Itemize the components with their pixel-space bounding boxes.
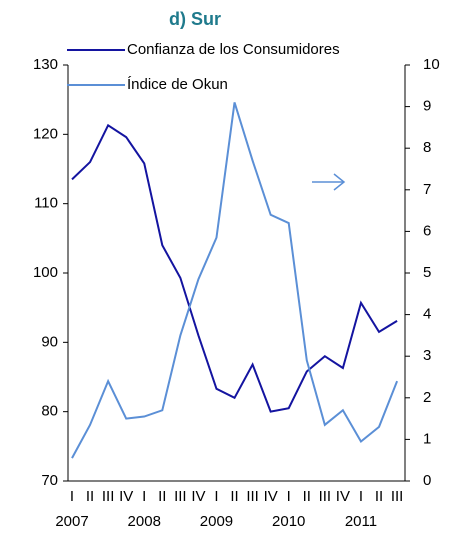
x-tick-label: II — [86, 488, 94, 505]
legend-label: Confianza de los Consumidores — [127, 41, 340, 58]
x-tick-label: III — [391, 488, 404, 505]
x-tick-label: I — [142, 488, 146, 505]
y2-tick-label: 7 — [423, 181, 431, 198]
x-group-label: 2007 — [55, 513, 88, 530]
x-tick-label: III — [319, 488, 332, 505]
x-group-label: 2008 — [128, 513, 161, 530]
x-tick-label: I — [287, 488, 291, 505]
x-tick-label: II — [303, 488, 311, 505]
y2-tick-label: 8 — [423, 139, 431, 156]
y2-tick-label: 9 — [423, 98, 431, 115]
y-tick-label: 100 — [33, 264, 58, 281]
x-tick-label: I — [214, 488, 218, 505]
y2-tick-label: 3 — [423, 347, 431, 364]
chart-title: d) Sur — [169, 9, 221, 29]
y-tick-label: 70 — [41, 472, 58, 489]
y-tick-label: 110 — [34, 195, 58, 212]
y2-tick-label: 0 — [423, 472, 431, 489]
series-line — [71, 102, 399, 459]
series-line — [71, 123, 398, 413]
y2-tick-label: 2 — [423, 389, 431, 406]
x-tick-label: IV — [264, 488, 278, 505]
x-tick-label: II — [158, 488, 166, 505]
x-tick-label: III — [102, 488, 115, 505]
x-group-label: 2011 — [345, 513, 377, 530]
y2-tick-label: 1 — [423, 430, 431, 447]
y2-tick-label: 10 — [423, 56, 440, 73]
legend-label: Índice de Okun — [127, 76, 228, 93]
annotation-arrow — [312, 173, 346, 191]
y2-tick-label: 5 — [423, 264, 431, 281]
x-tick-label: II — [375, 488, 383, 505]
x-tick-label: III — [246, 488, 259, 505]
y-tick-label: 90 — [41, 333, 58, 350]
x-tick-label: IV — [336, 488, 350, 505]
x-tick-label: I — [70, 488, 74, 505]
y2-tick-label: 6 — [423, 222, 431, 239]
x-tick-label: II — [230, 488, 238, 505]
x-group-label: 2010 — [272, 513, 305, 530]
x-tick-label: IV — [119, 488, 133, 505]
x-tick-label: I — [359, 488, 363, 505]
y-tick-label: 120 — [33, 125, 58, 142]
y-tick-label: 80 — [41, 403, 58, 420]
y-tick-label: 130 — [33, 56, 58, 73]
y2-tick-label: 4 — [423, 306, 431, 323]
x-group-label: 2009 — [200, 513, 233, 530]
x-tick-label: IV — [191, 488, 205, 505]
x-tick-label: III — [174, 488, 187, 505]
